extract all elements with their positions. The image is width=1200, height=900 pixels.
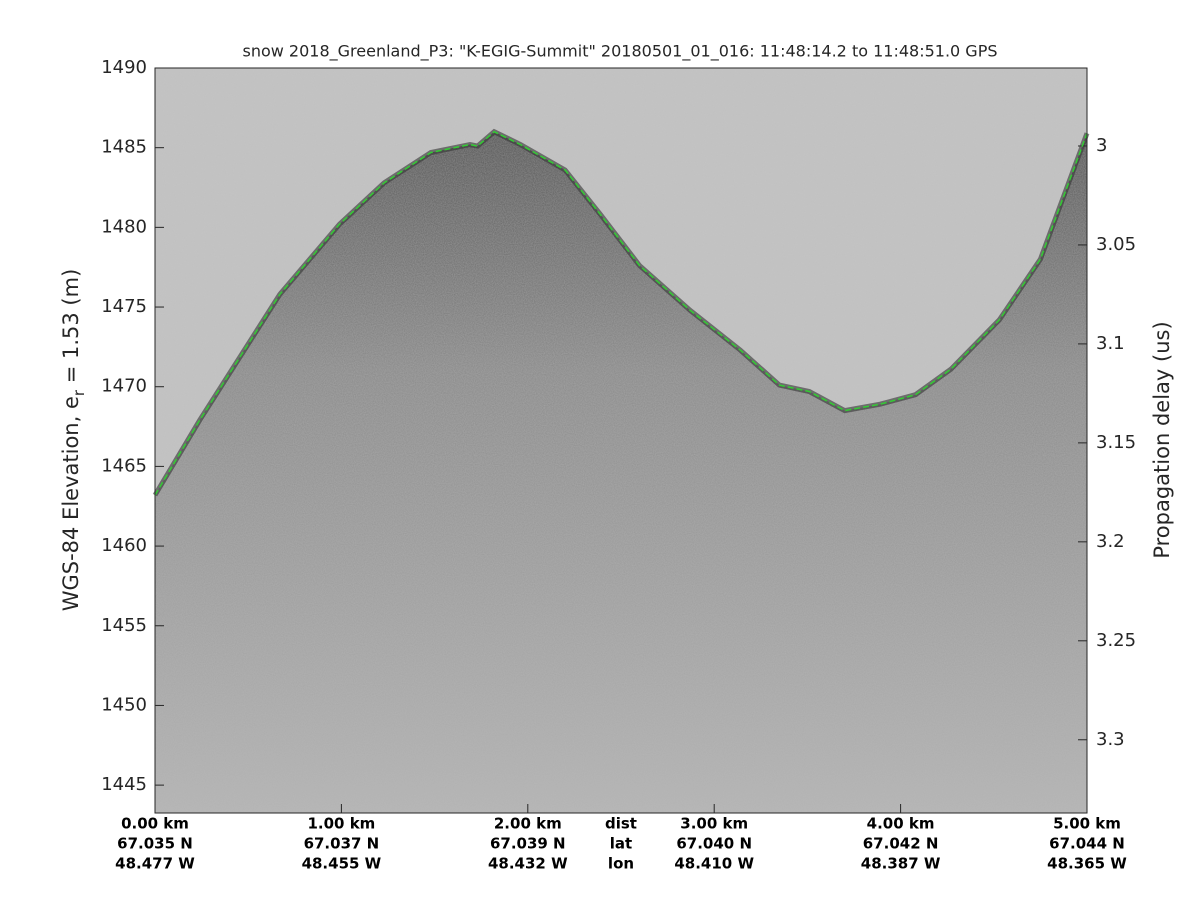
y-tick-label: 1465 [101, 455, 147, 476]
y-axis-label-part: = 1.53 (m) [59, 269, 83, 390]
x-tick-lat: 67.040 N [676, 835, 752, 853]
x-tick-lon: 48.455 W [302, 855, 382, 873]
x-tick-lon: 48.387 W [861, 855, 941, 873]
y2-axis-label: Propagation delay (us) [1150, 321, 1174, 558]
x-tick-label: 0.00 km [121, 815, 189, 833]
y-axis-label: WGS-84 Elevation, er = 1.53 (m) [59, 269, 88, 612]
y2-tick-label: 3.25 [1096, 630, 1136, 651]
x-tick-label: 5.00 km [1053, 815, 1121, 833]
y2-tick-label: 3.15 [1096, 432, 1136, 453]
y-tick-label: 1490 [101, 57, 147, 78]
x-tick-lon: 48.410 W [674, 855, 754, 873]
y-tick-label: 1450 [101, 694, 147, 715]
y-tick-label: 1455 [101, 615, 147, 636]
x-tick-lon: 48.432 W [488, 855, 568, 873]
noise-texture [155, 68, 1087, 813]
row-label: lat [610, 835, 632, 853]
row-label: dist [605, 815, 637, 833]
y2-tick-label: 3.1 [1096, 333, 1125, 354]
x-tick-label: 2.00 km [494, 815, 562, 833]
plot-frame [154, 67, 1088, 814]
y-tick-label: 1480 [101, 216, 147, 237]
x-tick-lon: 48.477 W [115, 855, 195, 873]
y-tick-label: 1485 [101, 137, 147, 158]
x-tick-label: 3.00 km [680, 815, 748, 833]
x-tick-label: 1.00 km [307, 815, 375, 833]
y-axis-label-part: WGS-84 Elevation, e [59, 396, 83, 611]
x-tick-lon: 48.365 W [1047, 855, 1127, 873]
y-tick-label: 1460 [101, 535, 147, 556]
y2-tick-label: 3.2 [1096, 531, 1125, 552]
x-tick-lat: 67.039 N [490, 835, 566, 853]
y-tick-label: 1445 [101, 774, 147, 795]
y-axis-label-sub: r [70, 389, 88, 396]
y-tick-label: 1475 [101, 296, 147, 317]
y2-tick-label: 3.05 [1096, 234, 1136, 255]
x-tick-lat: 67.037 N [304, 835, 380, 853]
y-tick-label: 1470 [101, 376, 147, 397]
x-tick-label: 4.00 km [867, 815, 935, 833]
y2-tick-label: 3 [1096, 135, 1107, 156]
x-tick-lat: 67.044 N [1049, 835, 1125, 853]
x-tick-lat: 67.035 N [117, 835, 193, 853]
surface-line [154, 130, 1088, 496]
y2-tick-label: 3.3 [1096, 729, 1125, 750]
row-label: lon [608, 855, 634, 873]
chart-title: snow 2018_Greenland_P3: "K-EGIG-Summit" … [242, 42, 997, 62]
x-tick-lat: 67.042 N [863, 835, 939, 853]
